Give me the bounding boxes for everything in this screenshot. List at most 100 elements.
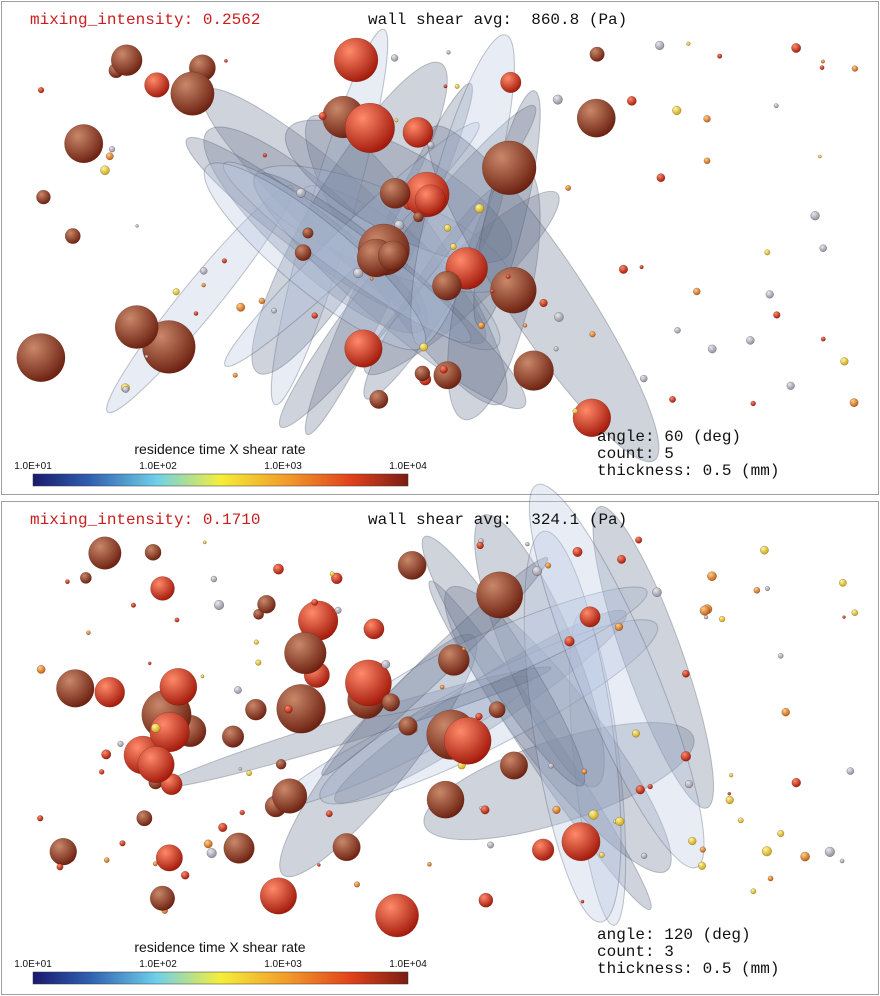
particle bbox=[819, 65, 825, 70]
particle bbox=[414, 184, 446, 216]
particle bbox=[245, 698, 267, 721]
wall-shear: wall shear avg: 324.1 (Pa) bbox=[368, 511, 627, 529]
particle bbox=[311, 312, 318, 319]
colorbar-tick-label: 1.0E+02 bbox=[139, 959, 177, 970]
particle bbox=[202, 540, 207, 545]
particle bbox=[317, 863, 321, 867]
particle bbox=[565, 184, 572, 191]
particle bbox=[589, 46, 605, 62]
particle bbox=[419, 342, 429, 352]
particle bbox=[682, 669, 690, 678]
particle bbox=[725, 795, 734, 805]
parameter: angle: 60 (deg) bbox=[597, 428, 741, 446]
particle bbox=[56, 669, 95, 708]
particle bbox=[413, 211, 424, 223]
particle bbox=[639, 264, 644, 270]
colorbar-tick-label: 1.0E+01 bbox=[14, 461, 52, 472]
particle bbox=[488, 701, 506, 719]
particle bbox=[618, 264, 629, 274]
particle bbox=[656, 173, 666, 183]
particle bbox=[398, 716, 418, 736]
particle bbox=[553, 346, 559, 352]
blade bbox=[523, 530, 622, 923]
particle bbox=[344, 102, 395, 153]
particle bbox=[439, 684, 445, 690]
particle bbox=[239, 809, 245, 816]
blade bbox=[421, 535, 586, 787]
particle bbox=[284, 705, 293, 714]
particle bbox=[172, 288, 180, 296]
particle bbox=[149, 885, 175, 911]
parameter: count: 3 bbox=[597, 943, 674, 961]
particle bbox=[206, 848, 217, 859]
particle bbox=[259, 877, 297, 915]
particle bbox=[588, 809, 599, 820]
particle bbox=[155, 844, 183, 872]
particle bbox=[258, 297, 266, 305]
particle bbox=[203, 839, 213, 849]
particle bbox=[149, 711, 190, 753]
particle bbox=[65, 579, 70, 585]
particle bbox=[311, 598, 319, 606]
particle bbox=[482, 140, 537, 195]
colorbar-tick-label: 1.0E+03 bbox=[264, 461, 302, 472]
particle bbox=[427, 862, 432, 867]
particle bbox=[652, 587, 662, 598]
particle bbox=[697, 861, 707, 870]
particle bbox=[684, 779, 694, 789]
particle bbox=[728, 773, 734, 778]
particle bbox=[379, 178, 411, 209]
particle bbox=[64, 228, 81, 244]
particle bbox=[377, 240, 408, 271]
particle bbox=[525, 541, 530, 547]
particle bbox=[765, 290, 774, 299]
particle bbox=[505, 274, 511, 279]
particle bbox=[16, 333, 66, 382]
particle bbox=[170, 71, 215, 116]
particle bbox=[273, 563, 284, 575]
particle bbox=[810, 211, 820, 221]
particle bbox=[100, 165, 110, 176]
particle bbox=[246, 770, 253, 777]
colorbar-tick-label: 1.0E+03 bbox=[264, 959, 302, 970]
particle bbox=[296, 187, 306, 198]
mixing-intensity: mixing_intensity: 0.2562 bbox=[30, 11, 260, 29]
particle bbox=[236, 302, 246, 312]
particle bbox=[333, 37, 379, 83]
particle bbox=[353, 881, 361, 888]
particle bbox=[753, 586, 761, 594]
particle bbox=[381, 693, 400, 712]
particle bbox=[193, 311, 199, 316]
particle bbox=[773, 311, 781, 319]
colorbar-tick-label: 1.0E+02 bbox=[139, 461, 177, 472]
particle bbox=[576, 98, 616, 138]
colorbar-tick-label: 1.0E+01 bbox=[14, 959, 52, 970]
particle bbox=[461, 646, 466, 651]
particle bbox=[532, 566, 543, 577]
particle bbox=[818, 154, 822, 159]
particle bbox=[224, 58, 228, 63]
particle bbox=[49, 837, 77, 866]
particle bbox=[443, 224, 452, 232]
particle bbox=[213, 599, 225, 611]
particle bbox=[255, 659, 262, 666]
blade bbox=[427, 125, 660, 463]
particle bbox=[232, 372, 238, 378]
particle bbox=[64, 124, 104, 164]
particle bbox=[201, 282, 206, 288]
wall-shear: wall shear avg: 860.8 (Pa) bbox=[368, 11, 627, 29]
blade bbox=[333, 609, 627, 804]
parameter: thickness: 0.5 (mm) bbox=[597, 462, 779, 480]
particle bbox=[839, 858, 845, 864]
particle bbox=[397, 550, 427, 580]
particle bbox=[693, 287, 701, 296]
particle bbox=[800, 851, 810, 862]
particle bbox=[851, 609, 859, 617]
particle bbox=[414, 365, 431, 382]
panel: mixing_intensity: 0.1710 wall shear avg: … bbox=[1, 483, 879, 995]
particle bbox=[640, 852, 648, 859]
particle bbox=[477, 321, 485, 329]
particle bbox=[98, 769, 105, 775]
particle bbox=[791, 43, 802, 53]
particle bbox=[773, 103, 779, 109]
